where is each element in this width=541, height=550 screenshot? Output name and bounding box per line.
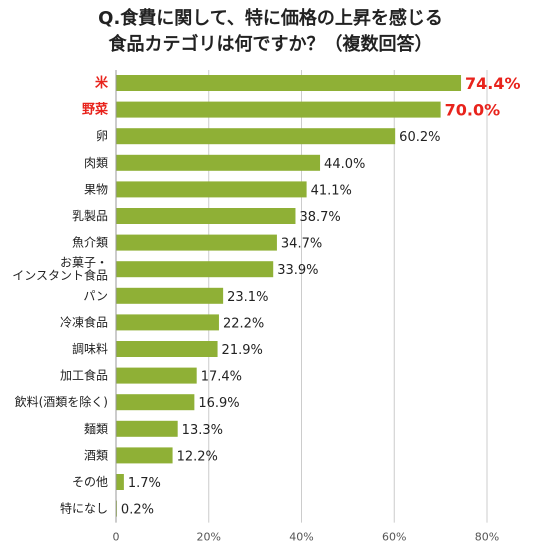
bar-8 [116,287,224,304]
x-tick-label-60: 60% [382,531,406,544]
bar-11 [116,367,197,384]
category-label-7-1: インスタント食品 [12,268,108,283]
category-label-4: 果物 [84,182,108,196]
value-label-10: 21.9% [222,343,263,358]
value-label-2: 60.2% [399,130,440,145]
category-label-7-0: お菓子・ [60,256,108,270]
value-label-12: 16.9% [198,396,239,411]
bar-4 [116,181,307,198]
value-label-1: 70.0% [445,101,501,120]
value-label-4: 41.1% [311,183,352,198]
category-label-1: 野菜 [82,102,108,118]
bar-2 [116,128,396,145]
category-label-0: 米 [95,75,109,91]
chart-title-line-1: Q.食費に関して、特に価格の上昇を感じる [98,8,443,29]
bar-1 [116,101,441,118]
category-label-3: 肉類 [84,156,108,170]
category-label-14: 酒類 [84,448,108,462]
chart-title-line-2: 食品カテゴリは何ですか？（複数回答） [108,34,433,55]
category-label-5: 乳製品 [72,209,108,223]
bar-6 [116,234,277,251]
bar-10 [116,341,218,357]
value-label-13: 13.3% [182,423,223,438]
value-label-0: 74.4% [465,74,521,93]
value-label-3: 44.0% [324,157,365,172]
value-label-5: 38.7% [299,210,340,225]
x-tick-label-40: 40% [289,531,313,544]
value-label-7: 33.9% [277,263,318,278]
value-label-9: 22.2% [223,316,264,331]
chart-title: Q.食費に関して、特に価格の上昇を感じる 食品カテゴリは何ですか？（複数回答） [0,6,541,58]
bar-13 [116,420,178,437]
bar-9 [116,314,219,331]
x-tick-label-0: 0 [113,531,120,544]
category-label-12: 飲料(酒類を除く) [15,394,108,409]
bar-15 [116,474,124,490]
x-tick-label-80: 80% [475,531,499,544]
category-label-10: 調味料 [72,342,108,356]
bar-7 [116,261,274,278]
bar-0 [116,75,462,91]
category-label-2: 卵 [96,129,108,143]
category-label-15: その他 [72,475,108,489]
category-label-11: 加工食品 [60,368,108,383]
category-label-13: 麺類 [84,422,108,436]
value-label-11: 17.4% [201,370,242,385]
bar-5 [116,208,296,224]
x-tick-label-20: 20% [197,531,221,544]
category-label-8: パン [83,289,108,303]
value-label-8: 23.1% [227,290,268,305]
category-label-6: 魚介類 [72,236,108,250]
value-label-15: 1.7% [128,476,161,491]
value-label-14: 12.2% [177,449,218,464]
value-label-6: 34.7% [281,237,322,252]
category-label-16: 特になし [60,501,108,516]
bar-14 [116,447,173,464]
bar-3 [116,154,321,171]
value-label-16: 0.2% [121,503,154,518]
bar-12 [116,394,195,411]
category-label-9: 冷凍食品 [60,314,108,329]
